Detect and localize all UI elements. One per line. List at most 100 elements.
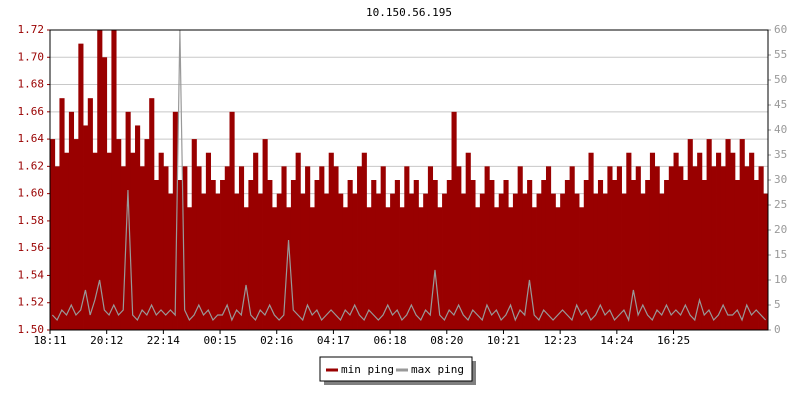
bar <box>616 166 622 330</box>
bar <box>220 180 226 330</box>
y2-tick-label: 50 <box>774 73 787 86</box>
bar <box>375 193 382 330</box>
bar <box>135 125 141 330</box>
bar <box>196 166 202 330</box>
bar <box>494 207 500 330</box>
bar <box>659 193 665 330</box>
bar <box>550 193 556 330</box>
bar <box>635 166 641 330</box>
bar <box>442 193 448 330</box>
x-tick-label: 08:20 <box>430 334 463 347</box>
x-tick-label: 12:23 <box>544 334 577 347</box>
bar <box>479 193 485 330</box>
bar <box>238 166 245 330</box>
bar <box>465 152 471 330</box>
bar <box>475 207 481 330</box>
bar <box>68 111 75 331</box>
bar <box>508 207 514 330</box>
bar <box>201 193 207 330</box>
x-tick-label: 06:18 <box>374 334 407 347</box>
bar <box>87 98 93 330</box>
bar <box>177 180 183 330</box>
y-tick-label: 1.62 <box>18 159 45 172</box>
bar <box>654 166 660 330</box>
bar <box>116 139 122 330</box>
y2-tick-label: 20 <box>774 223 787 236</box>
bar <box>484 166 490 330</box>
bar <box>531 207 537 330</box>
bar <box>186 207 193 330</box>
bar <box>130 152 136 330</box>
bar <box>687 139 693 330</box>
bar <box>338 193 344 330</box>
bar <box>92 152 98 330</box>
bar <box>182 166 188 330</box>
bar <box>631 180 637 330</box>
legend-label: max ping <box>411 363 464 376</box>
bar <box>385 207 391 330</box>
bar <box>753 180 759 330</box>
y2-tick-label: 5 <box>774 298 781 311</box>
bar <box>305 166 311 330</box>
bar <box>716 152 722 330</box>
bar <box>489 180 495 330</box>
bar <box>503 180 509 330</box>
bar <box>446 180 452 330</box>
bar <box>432 180 438 330</box>
bar <box>692 166 698 330</box>
bar <box>583 180 589 330</box>
bar <box>97 30 103 330</box>
x-tick-label: 02:16 <box>260 334 293 347</box>
y-tick-label: 1.72 <box>18 23 45 36</box>
bar <box>682 180 689 330</box>
y-tick-label: 1.52 <box>18 296 45 309</box>
y2-tick-label: 35 <box>774 148 787 161</box>
bar <box>281 166 287 330</box>
bar <box>106 152 112 330</box>
x-tick-label: 18:11 <box>33 334 66 347</box>
bar <box>404 166 410 330</box>
bar <box>50 139 56 330</box>
y2-tick-label: 60 <box>774 23 787 36</box>
y2-tick-label: 30 <box>774 173 787 186</box>
y-tick-label: 1.70 <box>18 50 45 63</box>
bar <box>144 139 150 330</box>
y2-tick-label: 25 <box>774 198 787 211</box>
bar <box>54 166 60 330</box>
y2-tick-label: 40 <box>774 123 787 136</box>
bar <box>512 193 519 330</box>
bar <box>125 111 131 331</box>
legend: min ping max ping <box>319 356 476 385</box>
x-tick-label: 10:21 <box>487 334 520 347</box>
bar <box>168 193 174 330</box>
bar <box>640 193 646 330</box>
bar <box>83 125 89 330</box>
bar <box>347 180 353 330</box>
bar <box>527 180 533 330</box>
bar <box>545 166 552 330</box>
bar <box>413 180 419 330</box>
bar <box>437 207 443 330</box>
bar <box>711 166 717 330</box>
bar <box>319 166 325 330</box>
chart-title: 10.150.56.195 <box>366 6 452 19</box>
y-tick-label: 1.54 <box>18 268 45 281</box>
bar <box>427 166 434 330</box>
bar <box>390 193 396 330</box>
bar <box>380 166 386 330</box>
bar <box>668 166 674 330</box>
bar <box>210 180 216 330</box>
bar <box>569 166 575 330</box>
legend-label: min ping <box>341 363 394 376</box>
bar <box>399 207 405 330</box>
y2-tick-label: 0 <box>774 323 781 336</box>
bar <box>243 207 249 330</box>
bar <box>78 43 84 331</box>
x-tick-label: 22:14 <box>147 334 180 347</box>
bar <box>555 207 561 330</box>
bar <box>153 180 160 330</box>
y-tick-label: 1.50 <box>18 323 45 336</box>
bar <box>678 166 684 330</box>
bar <box>205 152 212 330</box>
